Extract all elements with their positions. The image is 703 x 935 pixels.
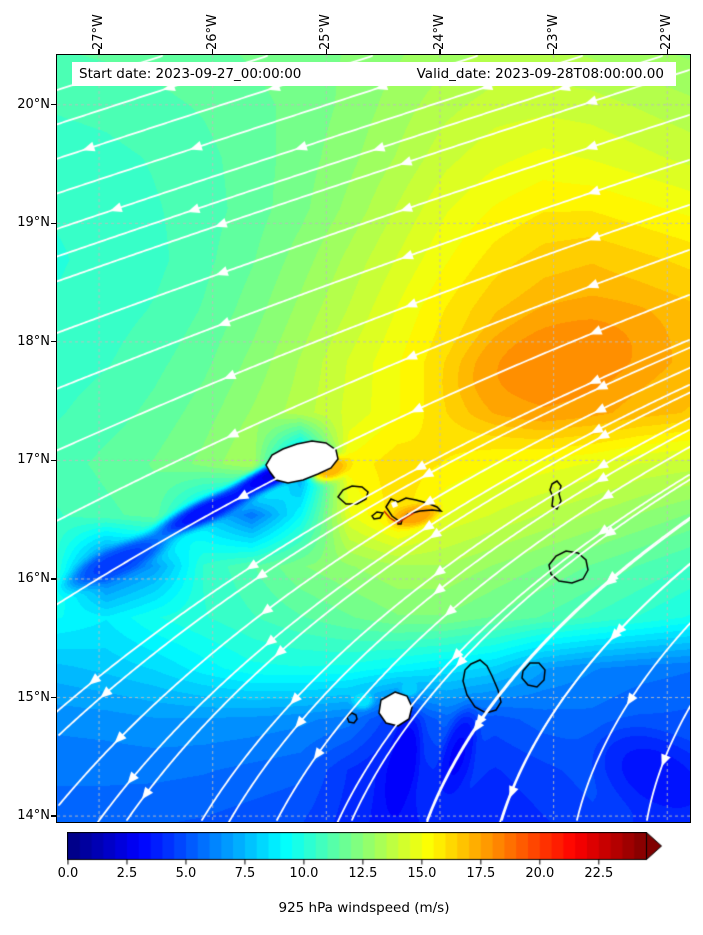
colorbar-tick-label: 17.5 xyxy=(466,866,496,881)
y-tick-label: 18°N xyxy=(17,333,50,349)
y-tick-label: 15°N xyxy=(17,689,50,705)
y-tick-mark xyxy=(51,696,56,699)
start-date-text: Start date: 2023-09-27_00:00:00 xyxy=(79,66,302,82)
x-tick-label: 27°W xyxy=(91,14,107,50)
x-tick-mark xyxy=(98,49,100,54)
y-tick-mark xyxy=(51,459,56,462)
colorbar-tick-label: 5.0 xyxy=(175,866,197,881)
y-tick-mark xyxy=(51,222,56,224)
y-tick-mark xyxy=(51,104,56,106)
x-tick-label: 24°W xyxy=(431,14,447,50)
windspeed-map-canvas xyxy=(57,55,690,822)
colorbar-tick-label: 2.5 xyxy=(116,866,138,881)
colorbar-tick-label: 22.5 xyxy=(584,866,614,881)
y-tick-label: 16°N xyxy=(17,570,50,586)
y-tick-mark xyxy=(51,341,56,343)
colorbar-tick-label: 12.5 xyxy=(348,866,378,881)
y-tick-label: 19°N xyxy=(17,215,50,231)
x-tick-label: 22°W xyxy=(659,14,675,50)
x-tick-label: 25°W xyxy=(318,14,334,50)
x-tick-mark xyxy=(666,49,668,54)
colorbar-tick-label: 0.0 xyxy=(57,866,79,881)
date-banner: Start date: 2023-09-27_00:00:00 Valid_da… xyxy=(72,62,676,86)
colorbar-tick-label: 7.5 xyxy=(234,866,256,881)
x-tick-mark xyxy=(553,49,555,54)
valid-date-text: Valid_date: 2023-09-28T08:00:00.00 xyxy=(416,66,664,82)
colorbar-label: 925 hPa windspeed (m/s) xyxy=(278,900,450,916)
map-plot-frame: Start date: 2023-09-27_00:00:00 Valid_da… xyxy=(56,54,691,823)
y-tick-mark xyxy=(51,578,56,580)
colorbar-canvas xyxy=(67,832,667,866)
x-tick-label: 23°W xyxy=(545,14,561,50)
y-tick-label: 14°N xyxy=(17,808,50,824)
y-tick-mark xyxy=(51,815,56,817)
y-tick-label: 20°N xyxy=(17,96,50,112)
x-tick-mark xyxy=(212,49,214,54)
x-tick-mark xyxy=(439,49,441,54)
colorbar-tick-label: 10.0 xyxy=(289,866,319,881)
colorbar-tick-label: 15.0 xyxy=(407,866,437,881)
colorbar-tick-label: 20.0 xyxy=(525,866,555,881)
x-tick-mark xyxy=(325,49,327,54)
y-tick-label: 17°N xyxy=(17,452,50,468)
x-tick-label: 26°W xyxy=(204,14,220,50)
